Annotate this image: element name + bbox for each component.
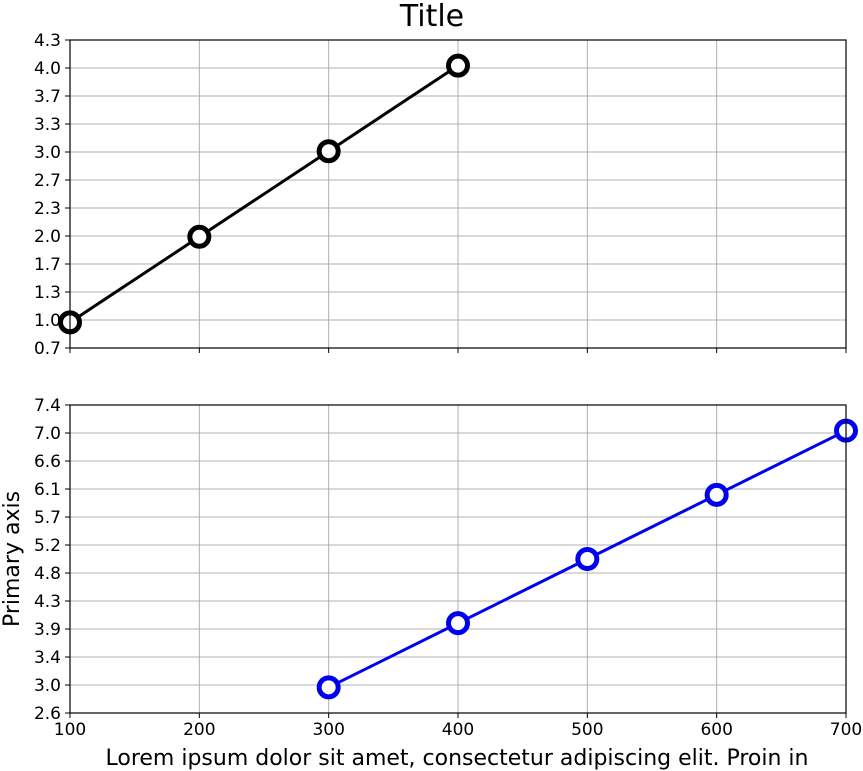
data-point-marker bbox=[575, 547, 600, 571]
top-panel-series bbox=[58, 53, 470, 335]
y-tick-label: 3.3 bbox=[34, 115, 61, 135]
y-tick-label: 3.0 bbox=[34, 676, 61, 696]
y-tick-label: 4.0 bbox=[34, 59, 61, 79]
y-tick-label: 4.3 bbox=[34, 31, 61, 51]
bottom-panel: 100 200 300 400 500 600 700 2.6 3.0 3.4 3.9 4.3 4.8 5… bbox=[34, 396, 862, 740]
data-point-marker bbox=[704, 482, 729, 507]
top-panel-grid bbox=[69, 39, 847, 349]
y-tick-label: 1.0 bbox=[34, 311, 61, 331]
series-line bbox=[69, 64, 459, 324]
x-tick-label: 700 bbox=[830, 720, 862, 740]
y-tick-label: 5.7 bbox=[34, 508, 61, 528]
y-tick-label: 1.7 bbox=[34, 255, 61, 275]
x-axis-label: Lorem ipsum dolor sit amet, consectetur … bbox=[106, 746, 809, 771]
data-point-marker bbox=[316, 675, 341, 700]
y-tick-label: 0.7 bbox=[34, 339, 61, 359]
y-tick-label: 7.4 bbox=[34, 396, 61, 416]
y-tick-label: 3.0 bbox=[34, 143, 61, 163]
y-tick-label: 2.0 bbox=[34, 227, 61, 247]
data-point-marker bbox=[316, 139, 341, 164]
y-tick-label: 2.6 bbox=[34, 704, 61, 724]
bottom-panel-series bbox=[316, 418, 858, 700]
data-point-marker bbox=[446, 611, 470, 636]
y-tick-label: 6.1 bbox=[34, 480, 61, 500]
top-panel-frame bbox=[69, 39, 847, 349]
x-tick-label: 600 bbox=[700, 720, 732, 740]
y-tick-label: 2.7 bbox=[34, 171, 61, 191]
y-tick-label: 3.9 bbox=[34, 620, 61, 640]
y-tick-label: 4.8 bbox=[34, 564, 61, 584]
data-point-marker bbox=[446, 53, 470, 78]
y-tick-label: 6.6 bbox=[34, 452, 61, 472]
bottom-panel-grid bbox=[69, 404, 847, 714]
y-tick-label: 2.3 bbox=[34, 199, 61, 219]
data-point-marker bbox=[187, 224, 212, 249]
x-tick-label: 400 bbox=[442, 720, 474, 740]
top-panel-ticks: 0.7 1.0 1.3 1.7 2.0 2.3 2.7 3.0 3.3 3.7 4.0 4.3 bbox=[34, 31, 847, 359]
y-axis-label: Primary axis bbox=[0, 491, 25, 627]
y-tick-label: 3.4 bbox=[34, 648, 61, 668]
bottom-panel-ticks: 100 200 300 400 500 600 700 2.6 3.0 3.4 3.9 4.3 4.8 5… bbox=[34, 396, 862, 740]
y-tick-label: 1.3 bbox=[34, 283, 61, 303]
y-tick-label: 5.2 bbox=[34, 536, 61, 556]
top-panel: 0.7 1.0 1.3 1.7 2.0 2.3 2.7 3.0 3.3 3.7 4.0 4.3 bbox=[34, 31, 847, 359]
y-tick-label: 7.0 bbox=[34, 424, 61, 444]
x-tick-label: 100 bbox=[54, 720, 86, 740]
x-tick-label: 200 bbox=[183, 720, 215, 740]
bottom-panel-frame bbox=[69, 404, 847, 714]
x-tick-label: 500 bbox=[571, 720, 603, 740]
x-tick-label: 300 bbox=[312, 720, 344, 740]
y-tick-label: 4.3 bbox=[34, 592, 61, 612]
y-tick-label: 3.7 bbox=[34, 87, 61, 107]
chart-title: Title bbox=[399, 0, 464, 34]
